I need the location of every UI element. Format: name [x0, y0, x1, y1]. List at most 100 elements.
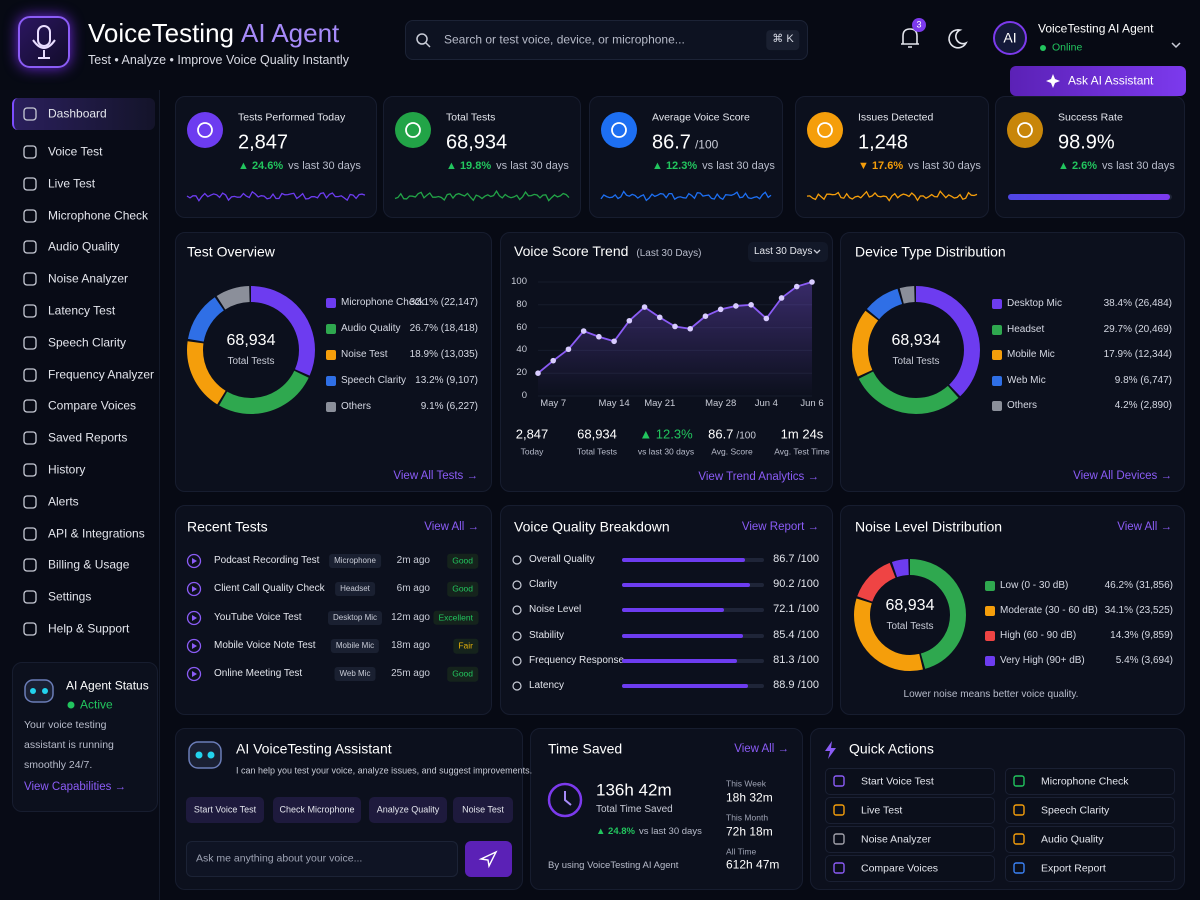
robot-head: [24, 679, 54, 703]
moon: [948, 29, 968, 49]
nav-item[interactable]: Live Test: [48, 176, 96, 191]
quick-action[interactable]: [825, 768, 995, 795]
y-tick-label: 80: [516, 298, 527, 310]
panel-link[interactable]: View Trend Analytics →: [698, 470, 819, 483]
nav-item[interactable]: Alerts: [48, 494, 79, 509]
test-name[interactable]: Podcast Recording Test: [214, 554, 320, 566]
point: [733, 303, 739, 309]
stat-label: Avg. Score: [711, 446, 753, 457]
nav-icon: [23, 622, 37, 636]
nav-item[interactable]: Latency Test: [48, 303, 116, 318]
panel-link[interactable]: View All →: [424, 520, 479, 533]
range-selector[interactable]: [748, 242, 828, 262]
legend-label: Low (0 - 30 dB): [1000, 579, 1069, 591]
point: [641, 304, 648, 310]
point: [687, 325, 694, 332]
nav-item[interactable]: Noise Analyzer: [48, 271, 129, 286]
point: [535, 370, 541, 377]
quick-action-label: Audio Quality: [1041, 832, 1104, 845]
stat-value: ▲ 12.3%: [639, 426, 693, 442]
panel-title: Noise Level Distribution: [855, 518, 1003, 535]
donut-segment: [852, 286, 980, 414]
robot-head: [188, 741, 222, 769]
test-name[interactable]: YouTube Voice Test: [214, 611, 302, 623]
panel: [840, 232, 1185, 492]
nav-icon: [23, 177, 37, 191]
icon-shape: [23, 558, 37, 573]
legend-swatch: [992, 375, 1002, 386]
avatar[interactable]: [993, 21, 1027, 55]
nav-item[interactable]: Audio Quality: [48, 239, 120, 254]
robot-icon: [24, 679, 54, 703]
legend-swatch: [326, 350, 336, 360]
stat-suffix: /100: [736, 430, 756, 442]
legend-label: High (60 - 90 dB): [1000, 629, 1077, 641]
donut-center-label: Total Tests: [886, 620, 934, 632]
nav-item[interactable]: History: [48, 462, 86, 477]
icon-shape: [23, 107, 37, 121]
time-footer: By using VoiceTesting AI Agent: [548, 860, 679, 872]
bolt-icon: [825, 741, 836, 759]
stat-value: 86.7: [708, 426, 734, 442]
kpi-value: 68,934: [446, 131, 508, 154]
test-name[interactable]: Client Call Quality Check: [214, 583, 325, 595]
quick-action[interactable]: [1005, 826, 1175, 853]
test-name[interactable]: Online Meeting Test: [214, 667, 303, 679]
quick-action[interactable]: [825, 855, 995, 882]
kpi-change-note: vs last 30 days: [702, 160, 775, 173]
test-name[interactable]: Mobile Voice Note Test: [214, 639, 316, 651]
handle: [425, 42, 431, 48]
chat-input[interactable]: [186, 841, 458, 877]
panel-link[interactable]: View All →: [734, 742, 789, 755]
icon-shape: [512, 555, 522, 565]
ask-button[interactable]: [1010, 66, 1186, 96]
kpi-icon: [1007, 112, 1043, 148]
quick-action[interactable]: [1005, 797, 1175, 824]
status-link[interactable]: View Capabilities →: [24, 780, 127, 793]
nav-item[interactable]: Frequency Analyzer: [48, 367, 155, 382]
nav-item[interactable]: Speech Clarity: [48, 335, 127, 350]
panel-link[interactable]: View All Devices →: [1073, 469, 1172, 482]
y-tick-label: 100: [511, 276, 527, 288]
assistant-button[interactable]: [186, 797, 264, 823]
nav-item[interactable]: API & Integrations: [48, 526, 145, 541]
quick-action[interactable]: [1005, 855, 1175, 882]
assistant-button[interactable]: [453, 797, 513, 823]
nav-item[interactable]: Microphone Check: [48, 208, 149, 223]
bolt-shape: [825, 741, 836, 759]
icon-shape: [23, 336, 37, 350]
assistant-button[interactable]: [273, 797, 361, 823]
sparkline-path: [600, 190, 772, 202]
clock-hands: [564, 791, 572, 806]
quick-action[interactable]: [1005, 768, 1175, 795]
stat-label: Today: [520, 446, 544, 457]
nav-item[interactable]: Help & Support: [48, 621, 130, 636]
bar-value: 81.3 /100: [773, 653, 819, 666]
assistant-button[interactable]: [369, 797, 447, 823]
legend-swatch: [326, 324, 336, 334]
play-triangle: [192, 642, 197, 649]
nav-item[interactable]: Settings: [48, 589, 92, 604]
nav-item[interactable]: Compare Voices: [48, 398, 137, 413]
time-change: ▲ 24.8% vs last 30 days: [596, 825, 702, 839]
nav-item[interactable]: Dashboard: [48, 106, 107, 121]
quick-action[interactable]: [825, 826, 995, 853]
x-tick-label: May 28: [705, 398, 737, 410]
panel-link[interactable]: View All Tests →: [393, 469, 478, 482]
panel-link[interactable]: View Report →: [741, 520, 819, 533]
send-button[interactable]: [465, 841, 512, 877]
quick-action-label: Compare Voices: [861, 861, 939, 874]
icon-shape: [23, 240, 37, 255]
nav-item[interactable]: Billing & Usage: [48, 557, 130, 572]
nav-item[interactable]: Voice Test: [48, 144, 103, 159]
quick-action[interactable]: [825, 797, 995, 824]
status-chip: Good: [447, 553, 478, 569]
play-triangle: [192, 558, 197, 564]
panel-link[interactable]: View All →: [1117, 520, 1172, 533]
nav-item[interactable]: Saved Reports: [48, 430, 128, 445]
legend-swatch: [992, 350, 1002, 361]
search-box[interactable]: [405, 20, 808, 60]
icon-shape: [23, 622, 37, 636]
range-chevron: [813, 249, 821, 254]
